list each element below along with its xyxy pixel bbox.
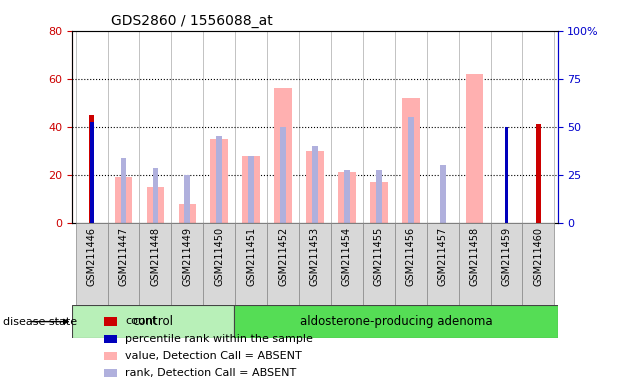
Text: GSM211456: GSM211456 [406, 227, 416, 286]
Bar [234, 305, 558, 338]
Bar [89, 115, 94, 223]
Text: GSM211446: GSM211446 [86, 227, 96, 286]
Bar [171, 223, 203, 305]
Bar [152, 167, 158, 223]
Text: GSM211459: GSM211459 [501, 227, 512, 286]
Bar [505, 127, 508, 223]
Bar [306, 151, 324, 223]
Bar [235, 223, 267, 305]
Bar [408, 117, 414, 223]
Bar [267, 223, 299, 305]
Bar [108, 223, 139, 305]
Bar [536, 124, 541, 223]
Bar [120, 158, 127, 223]
Bar [395, 223, 427, 305]
Text: GSM211454: GSM211454 [342, 227, 352, 286]
Text: GSM211447: GSM211447 [118, 227, 129, 286]
Bar [104, 317, 117, 326]
Text: GDS2860 / 1556088_at: GDS2860 / 1556088_at [112, 14, 273, 28]
Text: value, Detection Call = ABSENT: value, Detection Call = ABSENT [125, 351, 302, 361]
Bar [491, 223, 522, 305]
Bar [104, 369, 117, 377]
Bar [440, 165, 445, 223]
Bar [72, 305, 234, 338]
Bar [147, 187, 164, 223]
Bar [427, 223, 459, 305]
Bar [370, 182, 387, 223]
Text: GSM211455: GSM211455 [374, 227, 384, 286]
Text: GSM211460: GSM211460 [534, 227, 544, 286]
Text: GSM211450: GSM211450 [214, 227, 224, 286]
Text: GSM211457: GSM211457 [438, 227, 448, 286]
Bar [248, 156, 254, 223]
Bar [115, 177, 132, 223]
Bar [104, 334, 117, 343]
Bar [376, 170, 382, 223]
Bar [104, 352, 117, 360]
Text: rank, Detection Call = ABSENT: rank, Detection Call = ABSENT [125, 368, 297, 378]
Bar [312, 146, 318, 223]
Bar [274, 88, 292, 223]
Text: GSM211453: GSM211453 [310, 227, 320, 286]
Bar [76, 223, 108, 305]
Text: aldosterone-producing adenoma: aldosterone-producing adenoma [299, 315, 492, 328]
Text: GSM211451: GSM211451 [246, 227, 256, 286]
Bar [331, 223, 363, 305]
Text: disease state: disease state [3, 317, 77, 327]
Bar [459, 223, 491, 305]
Bar [363, 223, 395, 305]
Bar [299, 223, 331, 305]
Bar [466, 74, 483, 223]
Bar [344, 170, 350, 223]
Bar [185, 175, 190, 223]
Text: percentile rank within the sample: percentile rank within the sample [125, 334, 313, 344]
Text: GSM211449: GSM211449 [182, 227, 192, 286]
Text: GSM211458: GSM211458 [469, 227, 479, 286]
Bar [243, 156, 260, 223]
Text: count: count [125, 316, 157, 326]
Bar [139, 223, 171, 305]
Bar [280, 127, 286, 223]
Text: GSM211452: GSM211452 [278, 227, 288, 286]
Text: control: control [133, 315, 174, 328]
Bar [522, 223, 554, 305]
Bar [210, 139, 228, 223]
Bar [178, 204, 196, 223]
Text: GSM211448: GSM211448 [151, 227, 161, 286]
Bar [402, 98, 420, 223]
Bar [203, 223, 235, 305]
Bar [216, 136, 222, 223]
Bar [89, 122, 93, 223]
Bar [338, 172, 356, 223]
